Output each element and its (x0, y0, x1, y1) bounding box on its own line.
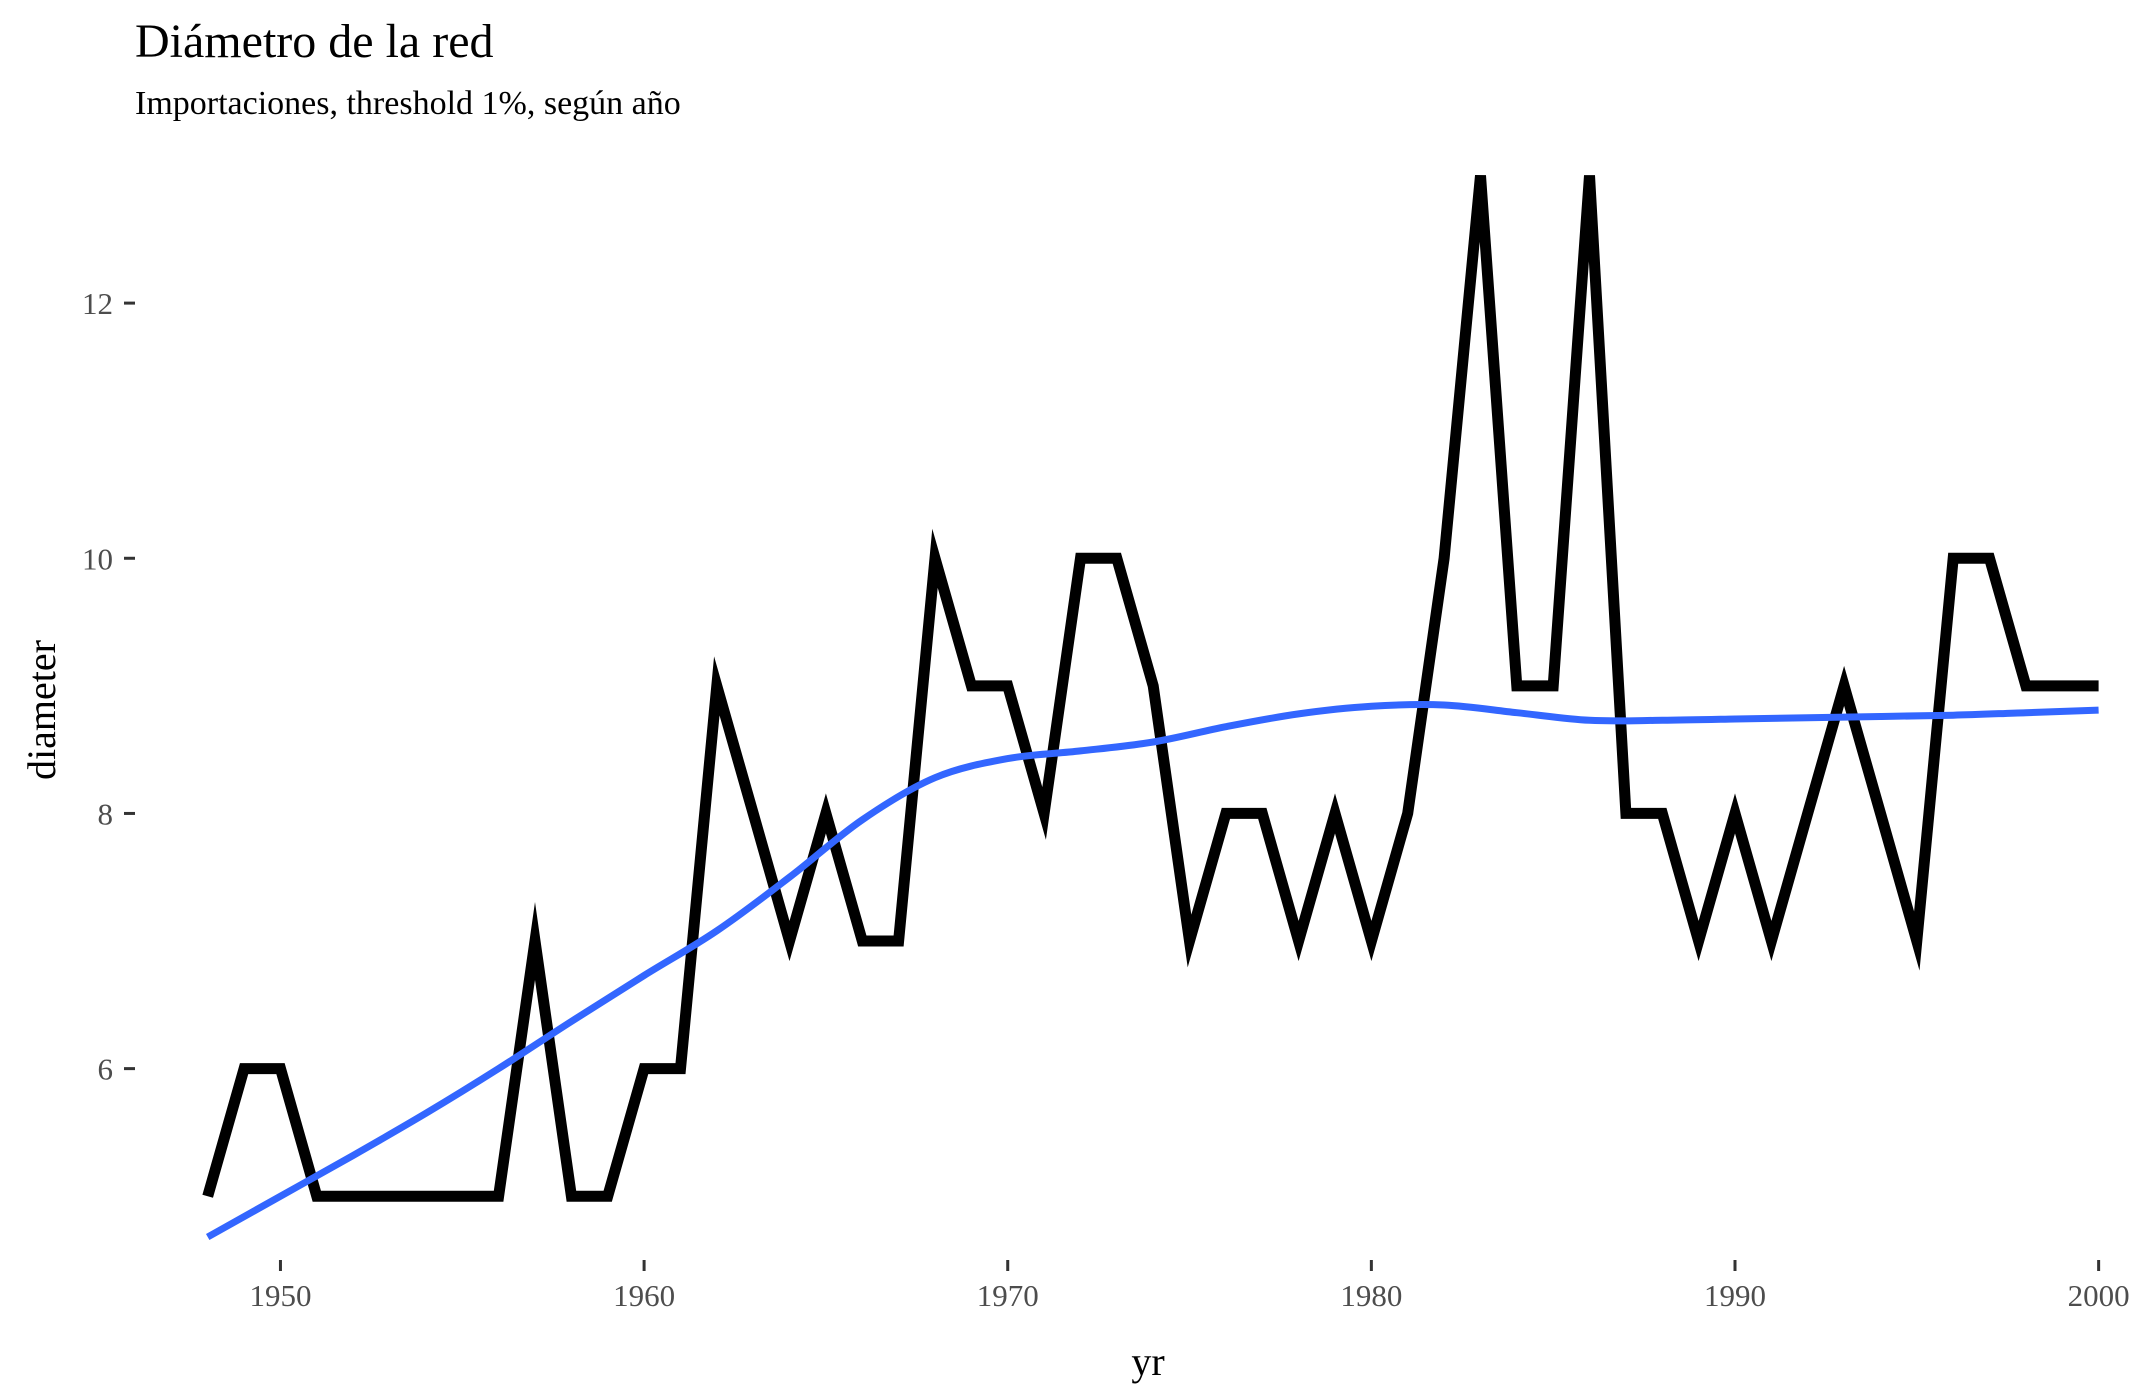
x-tick-label: 1970 (977, 1278, 1039, 1313)
y-tick-label: 12 (82, 286, 113, 321)
y-axis: 6 8 10 12 (82, 286, 135, 1087)
y-tick-label: 6 (98, 1052, 114, 1087)
x-tick-label: 2000 (2068, 1278, 2130, 1313)
x-axis: 1950 1960 1970 1980 1990 2000 (249, 1260, 2130, 1313)
chart-title: Diámetro de la red (135, 15, 494, 68)
x-tick-label: 1960 (613, 1278, 675, 1313)
x-axis-title: yr (1131, 1339, 1164, 1384)
plot-area (202, 174, 2099, 1241)
chart-subtitle: Importaciones, threshold 1%, según año (135, 85, 681, 122)
y-tick-label: 8 (98, 796, 114, 831)
diameter-line (202, 174, 2099, 1202)
y-tick-label: 10 (82, 541, 113, 576)
x-tick-label: 1980 (1340, 1278, 1402, 1313)
x-tick-label: 1950 (249, 1278, 311, 1313)
y-axis-title: diameter (19, 640, 64, 780)
x-tick-label: 1990 (1704, 1278, 1766, 1313)
smooth-trend-line (205, 701, 2099, 1241)
